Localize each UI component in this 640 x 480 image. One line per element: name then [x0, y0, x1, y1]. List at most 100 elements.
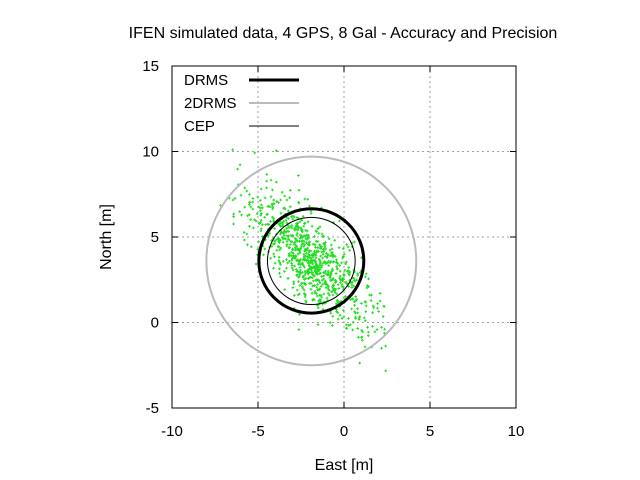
scatter-point [324, 241, 327, 244]
scatter-point [277, 222, 281, 226]
scatter-point [285, 240, 289, 243]
scatter-point [316, 268, 320, 272]
scatter-point [305, 234, 309, 238]
scatter-point [292, 280, 295, 284]
scatter-point [273, 255, 276, 259]
scatter-point [357, 336, 360, 339]
scatter-point [307, 236, 311, 240]
scatter-point [300, 282, 303, 285]
scatter-point [290, 224, 294, 227]
scatter-point [333, 239, 336, 242]
scatter-point [297, 188, 301, 192]
scatter-point [336, 283, 340, 287]
scatter-point [236, 167, 239, 171]
scatter-point [277, 201, 280, 204]
scatter-point [324, 255, 327, 258]
scatter-point [300, 236, 304, 240]
scatter-point [309, 282, 313, 285]
scatter-point [342, 252, 346, 256]
scatter-point [318, 243, 321, 246]
scatter-point [322, 277, 326, 281]
scatter-point [243, 238, 246, 242]
scatter-point [272, 217, 275, 220]
scatter-point [260, 212, 263, 215]
legend: DRMS 2DRMS CEP [184, 72, 299, 135]
scatter-point [279, 232, 282, 236]
scatter-point [318, 259, 322, 263]
scatter-point [313, 291, 317, 295]
scatter-point [281, 241, 285, 244]
scatter-point [303, 265, 306, 269]
scatter-point [272, 266, 275, 270]
scatter-point [347, 271, 351, 275]
scatter-point [307, 269, 310, 273]
scatter-point [297, 201, 300, 204]
scatter-point [298, 284, 302, 287]
scatter-point [303, 295, 307, 299]
scatter-point [301, 275, 305, 278]
scatter-point [321, 262, 325, 265]
scatter-point [336, 317, 340, 321]
scatter-point [273, 242, 276, 245]
cep-circle [266, 216, 356, 306]
scatter-point [345, 260, 348, 264]
scatter-point [361, 330, 364, 334]
scatter-point [295, 233, 298, 237]
scatter-point [277, 259, 281, 262]
scatter-point [315, 292, 318, 295]
scatter-point [316, 283, 319, 286]
scatter-point [254, 219, 258, 223]
scatter-point [259, 227, 263, 231]
scatter-point [306, 256, 310, 260]
scatter-point [337, 246, 341, 249]
scatter-point [308, 261, 312, 264]
scatter-point [317, 257, 321, 261]
scatter-point [327, 288, 331, 292]
scatter-point [301, 286, 305, 290]
scatter-point [328, 321, 332, 325]
scatter-point [305, 252, 308, 255]
scatter-point [283, 237, 286, 240]
scatter-point [298, 263, 302, 266]
scatter-point [252, 226, 255, 230]
scatter-point [246, 243, 249, 247]
scatter-point [318, 281, 321, 284]
scatter-point [296, 239, 299, 243]
scatter-point [338, 219, 341, 223]
scatter-point [231, 198, 235, 202]
scatter-point [298, 251, 302, 255]
scatter-point [264, 223, 268, 226]
scatter-point [382, 305, 386, 308]
scatter-point [311, 271, 314, 274]
scatter-point [380, 326, 383, 329]
scatter-point [367, 277, 370, 281]
scatter-point [292, 215, 296, 218]
chart-title: IFEN simulated data, 4 GPS, 8 Gal - Accu… [129, 25, 558, 42]
scatter-point [351, 328, 354, 332]
scatter-point [295, 268, 298, 271]
scatter-point [328, 293, 331, 297]
scatter-point [293, 241, 297, 244]
scatter-point [342, 247, 345, 250]
scatter-point [338, 314, 342, 317]
scatter-point [265, 173, 269, 176]
scatter-point [285, 244, 289, 248]
scatter-point [316, 323, 320, 326]
scatter-point [316, 246, 320, 249]
scatter-point [253, 218, 256, 222]
scatter-point [309, 256, 313, 260]
scatter-point [335, 292, 339, 296]
scatter-point [317, 232, 321, 235]
scatter-point [300, 244, 303, 248]
scatter-point [364, 272, 368, 276]
scatter-point [371, 311, 374, 315]
scatter-point [333, 255, 337, 258]
scatter-point [291, 247, 294, 251]
scatter-point [273, 239, 276, 243]
scatter-point [287, 226, 291, 229]
scatter-point [302, 288, 306, 292]
scatter-point [257, 222, 261, 225]
scatter-point [278, 238, 281, 241]
scatter-point [317, 299, 320, 303]
scatter-point [306, 220, 310, 224]
